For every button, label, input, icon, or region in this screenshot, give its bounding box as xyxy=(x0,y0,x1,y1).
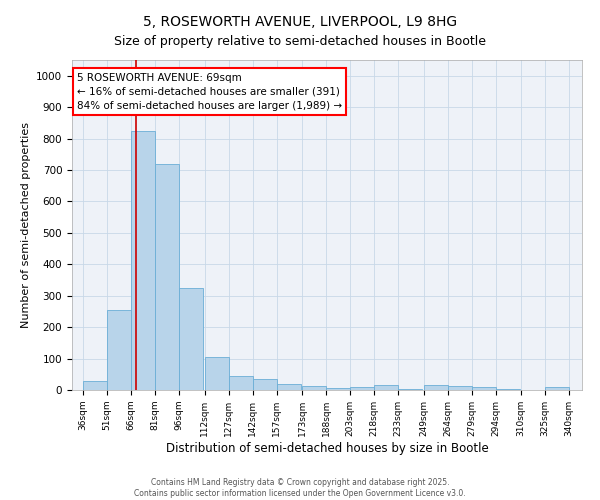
Bar xyxy=(107,310,131,390)
Bar xyxy=(496,389,520,390)
Text: Size of property relative to semi-detached houses in Bootle: Size of property relative to semi-detach… xyxy=(114,35,486,48)
Bar xyxy=(424,386,448,390)
Bar xyxy=(205,357,229,390)
Bar xyxy=(398,389,422,390)
Bar xyxy=(374,386,398,390)
Text: 5 ROSEWORTH AVENUE: 69sqm
← 16% of semi-detached houses are smaller (391)
84% of: 5 ROSEWORTH AVENUE: 69sqm ← 16% of semi-… xyxy=(77,72,342,110)
Bar xyxy=(131,130,155,390)
Bar xyxy=(302,386,326,390)
Bar xyxy=(83,380,107,390)
Bar xyxy=(448,386,472,390)
Bar xyxy=(472,388,496,390)
Y-axis label: Number of semi-detached properties: Number of semi-detached properties xyxy=(20,122,31,328)
Bar xyxy=(179,288,203,390)
Bar xyxy=(350,388,374,390)
Bar xyxy=(326,388,350,390)
Text: 5, ROSEWORTH AVENUE, LIVERPOOL, L9 8HG: 5, ROSEWORTH AVENUE, LIVERPOOL, L9 8HG xyxy=(143,15,457,29)
Bar xyxy=(253,379,277,390)
Text: Contains HM Land Registry data © Crown copyright and database right 2025.
Contai: Contains HM Land Registry data © Crown c… xyxy=(134,478,466,498)
Bar xyxy=(229,376,253,390)
Bar xyxy=(277,384,301,390)
X-axis label: Distribution of semi-detached houses by size in Bootle: Distribution of semi-detached houses by … xyxy=(166,442,488,454)
Bar xyxy=(155,164,179,390)
Bar xyxy=(545,388,569,390)
